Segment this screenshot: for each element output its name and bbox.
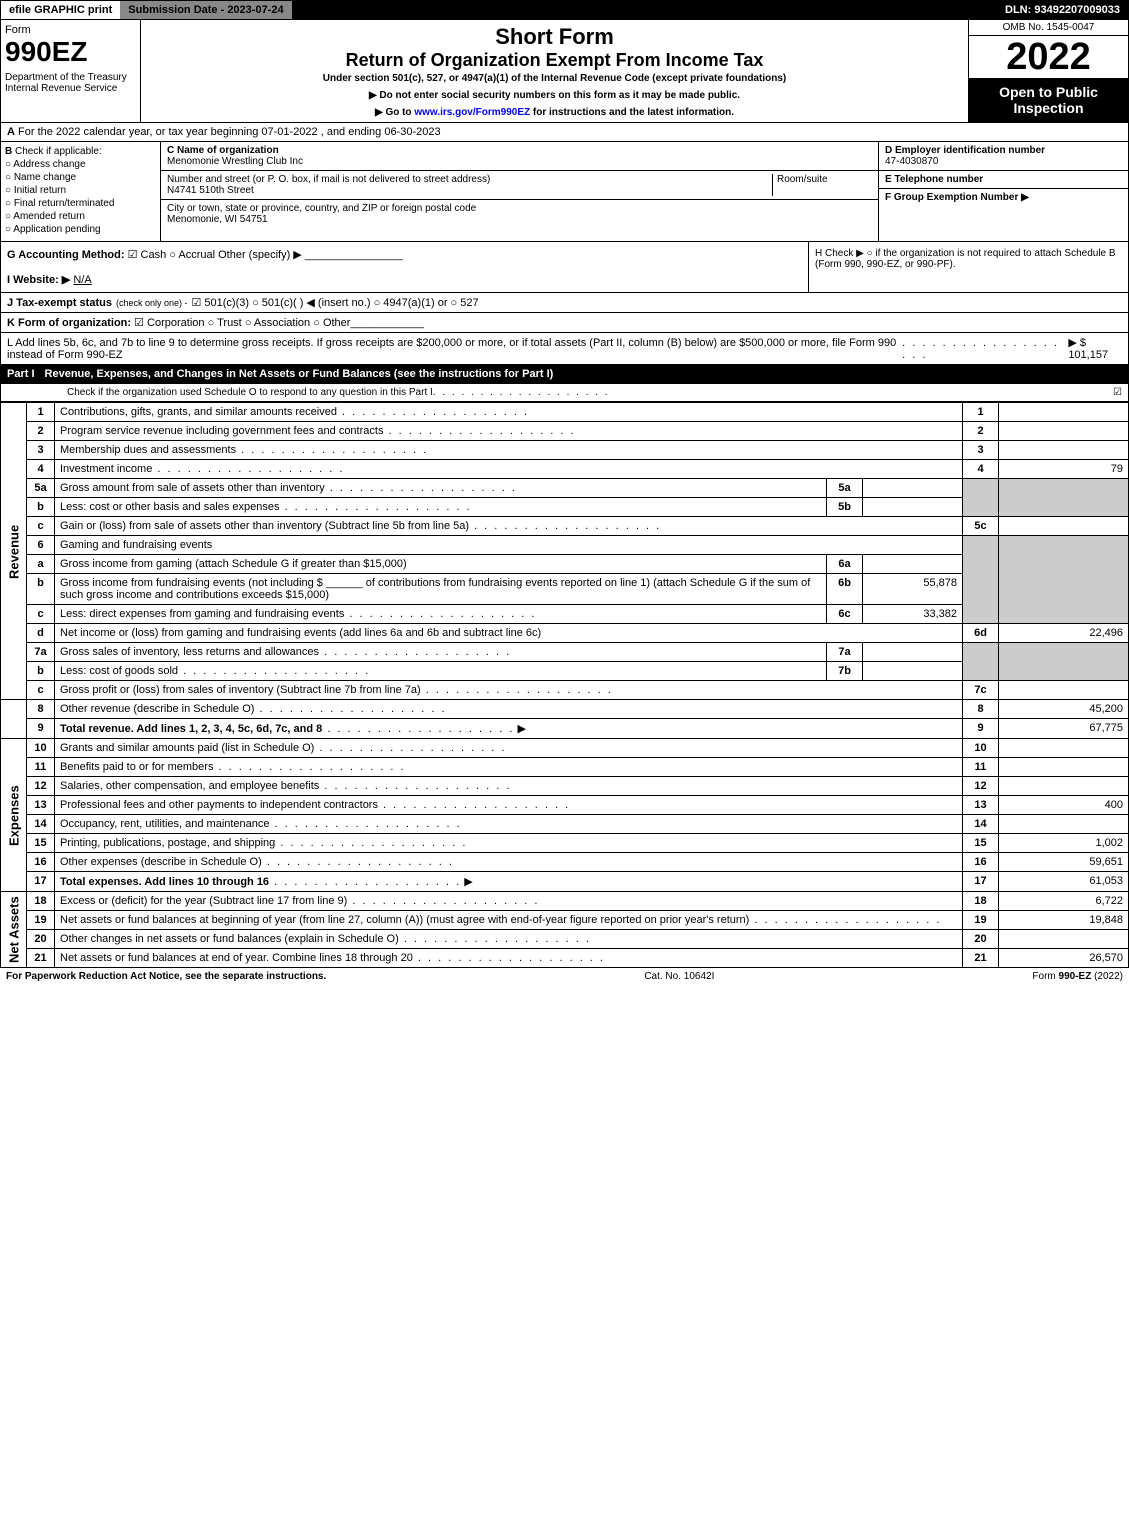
val-9: 67,775 bbox=[999, 719, 1129, 739]
row-gh: G Accounting Method: Cash Accrual Other … bbox=[0, 242, 1129, 293]
val-21: 26,570 bbox=[999, 949, 1129, 968]
k-other[interactable]: Other bbox=[313, 317, 350, 329]
j-sub: (check only one) - bbox=[116, 298, 188, 308]
f-group-label: F Group Exemption Number ▶ bbox=[885, 192, 1029, 203]
c-name-label: C Name of organization bbox=[167, 145, 279, 156]
footer-right: Form 990-EZ (2022) bbox=[1032, 971, 1123, 982]
cb-application-pending[interactable]: Application pending bbox=[5, 224, 156, 235]
k-trust[interactable]: Trust bbox=[208, 317, 242, 329]
title-short-form: Short Form bbox=[145, 24, 964, 50]
row-j: J Tax-exempt status (check only one) - 5… bbox=[0, 293, 1129, 313]
omb-number: OMB No. 1545-0047 bbox=[969, 20, 1128, 36]
e-tel-label: E Telephone number bbox=[885, 174, 983, 185]
box-b: B Check if applicable: Address change Na… bbox=[1, 142, 161, 241]
val-19: 19,848 bbox=[999, 911, 1129, 930]
open-public: Open to Public Inspection bbox=[969, 78, 1128, 122]
box-b-label: B bbox=[5, 146, 12, 157]
sec-a-label: A bbox=[7, 126, 15, 138]
under-section: Under section 501(c), 527, or 4947(a)(1)… bbox=[145, 73, 964, 84]
d-ein-label: D Employer identification number bbox=[885, 145, 1045, 156]
submission-date: Submission Date - 2023-07-24 bbox=[120, 1, 291, 19]
section-a: A For the 2022 calendar year, or tax yea… bbox=[0, 123, 1129, 142]
sec-a-text: For the 2022 calendar year, or tax year … bbox=[18, 126, 441, 138]
room-label: Room/suite bbox=[777, 174, 828, 185]
cb-name-change[interactable]: Name change bbox=[5, 172, 156, 183]
dln: DLN: 93492207009033 bbox=[292, 1, 1128, 19]
footer-mid: Cat. No. 10642I bbox=[326, 971, 1032, 982]
netassets-label: Net Assets bbox=[1, 892, 27, 968]
header-mid: Short Form Return of Organization Exempt… bbox=[141, 20, 968, 122]
val-8: 45,200 bbox=[999, 700, 1129, 719]
dept-label: Department of the Treasury Internal Reve… bbox=[5, 72, 136, 94]
val-4: 79 bbox=[999, 460, 1129, 479]
val-6c: 33,382 bbox=[863, 605, 963, 624]
cb-initial-return[interactable]: Initial return bbox=[5, 185, 156, 196]
val-16: 59,651 bbox=[999, 853, 1129, 872]
part-i-checked[interactable]: ☑ bbox=[1113, 387, 1122, 398]
box-c: C Name of organization Menomonie Wrestli… bbox=[161, 142, 878, 241]
title-return: Return of Organization Exempt From Incom… bbox=[145, 50, 964, 71]
j-4947[interactable]: 4947(a)(1) or bbox=[374, 297, 448, 309]
ln-1: 1 bbox=[27, 403, 55, 422]
j-527[interactable]: 527 bbox=[451, 297, 479, 309]
l-amount: ▶ $ 101,157 bbox=[1068, 336, 1122, 361]
val-17: 61,053 bbox=[999, 872, 1129, 892]
val-6b: 55,878 bbox=[863, 574, 963, 605]
cb-address-change[interactable]: Address change bbox=[5, 159, 156, 170]
j-501c3[interactable]: 501(c)(3) bbox=[191, 296, 249, 309]
part-i-label: Part I bbox=[7, 368, 35, 380]
org-street: N4741 510th Street bbox=[167, 185, 254, 196]
header-left: Form 990EZ Department of the Treasury In… bbox=[1, 20, 141, 122]
footer: For Paperwork Reduction Act Notice, see … bbox=[0, 968, 1129, 985]
val-18: 6,722 bbox=[999, 892, 1129, 911]
c-street-label: Number and street (or P. O. box, if mail… bbox=[167, 174, 490, 185]
g-cash[interactable]: Cash bbox=[128, 249, 167, 261]
g-label: G Accounting Method: bbox=[7, 249, 125, 261]
g-other[interactable]: Other (specify) ▶ bbox=[218, 249, 302, 261]
box-bcd: B Check if applicable: Address change Na… bbox=[0, 142, 1129, 242]
j-label: J Tax-exempt status bbox=[7, 297, 112, 309]
form-number: 990EZ bbox=[5, 36, 136, 68]
part-i-checknote: Check if the organization used Schedule … bbox=[0, 384, 1129, 402]
g-accrual[interactable]: Accrual bbox=[169, 249, 215, 261]
cb-amended-return[interactable]: Amended return bbox=[5, 211, 156, 222]
i-label: I Website: ▶ bbox=[7, 274, 70, 286]
l-text: L Add lines 5b, 6c, and 7b to line 9 to … bbox=[7, 337, 902, 361]
row-l: L Add lines 5b, 6c, and 7b to line 9 to … bbox=[0, 333, 1129, 365]
lines-table: Revenue 1 Contributions, gifts, grants, … bbox=[0, 402, 1129, 968]
ein-value: 47-4030870 bbox=[885, 156, 938, 167]
note-ssn: ▶ Do not enter social security numbers o… bbox=[145, 90, 964, 101]
val-15: 1,002 bbox=[999, 834, 1129, 853]
org-city: Menomonie, WI 54751 bbox=[167, 214, 268, 225]
row-k: K Form of organization: Corporation Trus… bbox=[0, 313, 1129, 333]
val-13: 400 bbox=[999, 796, 1129, 815]
box-b-title: Check if applicable: bbox=[15, 146, 102, 157]
footer-left: For Paperwork Reduction Act Notice, see … bbox=[6, 971, 326, 982]
part-i-bar: Part I Revenue, Expenses, and Changes in… bbox=[0, 365, 1129, 384]
k-assoc[interactable]: Association bbox=[245, 317, 310, 329]
revenue-label: Revenue bbox=[1, 403, 27, 700]
irs-link[interactable]: www.irs.gov/Form990EZ bbox=[414, 107, 530, 118]
expenses-label: Expenses bbox=[1, 739, 27, 892]
box-def: D Employer identification number 47-4030… bbox=[878, 142, 1128, 241]
org-name: Menomonie Wrestling Club Inc bbox=[167, 156, 303, 167]
topbar: efile GRAPHIC print Submission Date - 20… bbox=[0, 0, 1129, 20]
l-dots bbox=[902, 337, 1068, 361]
h-text: H Check ▶ ○ if the organization is not r… bbox=[815, 248, 1116, 270]
val-6d: 22,496 bbox=[999, 624, 1129, 643]
j-501c[interactable]: 501(c)( ) ◀ (insert no.) bbox=[252, 296, 370, 309]
form-header: Form 990EZ Department of the Treasury In… bbox=[0, 20, 1129, 123]
part-i-checktext: Check if the organization used Schedule … bbox=[67, 387, 433, 398]
k-corp[interactable]: Corporation bbox=[134, 316, 204, 329]
k-label: K Form of organization: bbox=[7, 317, 131, 329]
tax-year: 2022 bbox=[969, 36, 1128, 78]
cb-final-return[interactable]: Final return/terminated bbox=[5, 198, 156, 209]
part-i-title: Revenue, Expenses, and Changes in Net As… bbox=[45, 368, 554, 380]
header-right: OMB No. 1545-0047 2022 Open to Public In… bbox=[968, 20, 1128, 122]
note-goto: ▶ Go to www.irs.gov/Form990EZ for instru… bbox=[145, 107, 964, 118]
form-label: Form bbox=[5, 24, 136, 36]
c-city-label: City or town, state or province, country… bbox=[167, 203, 476, 214]
website-value: N/A bbox=[73, 274, 91, 286]
efile-print[interactable]: efile GRAPHIC print bbox=[1, 1, 120, 19]
